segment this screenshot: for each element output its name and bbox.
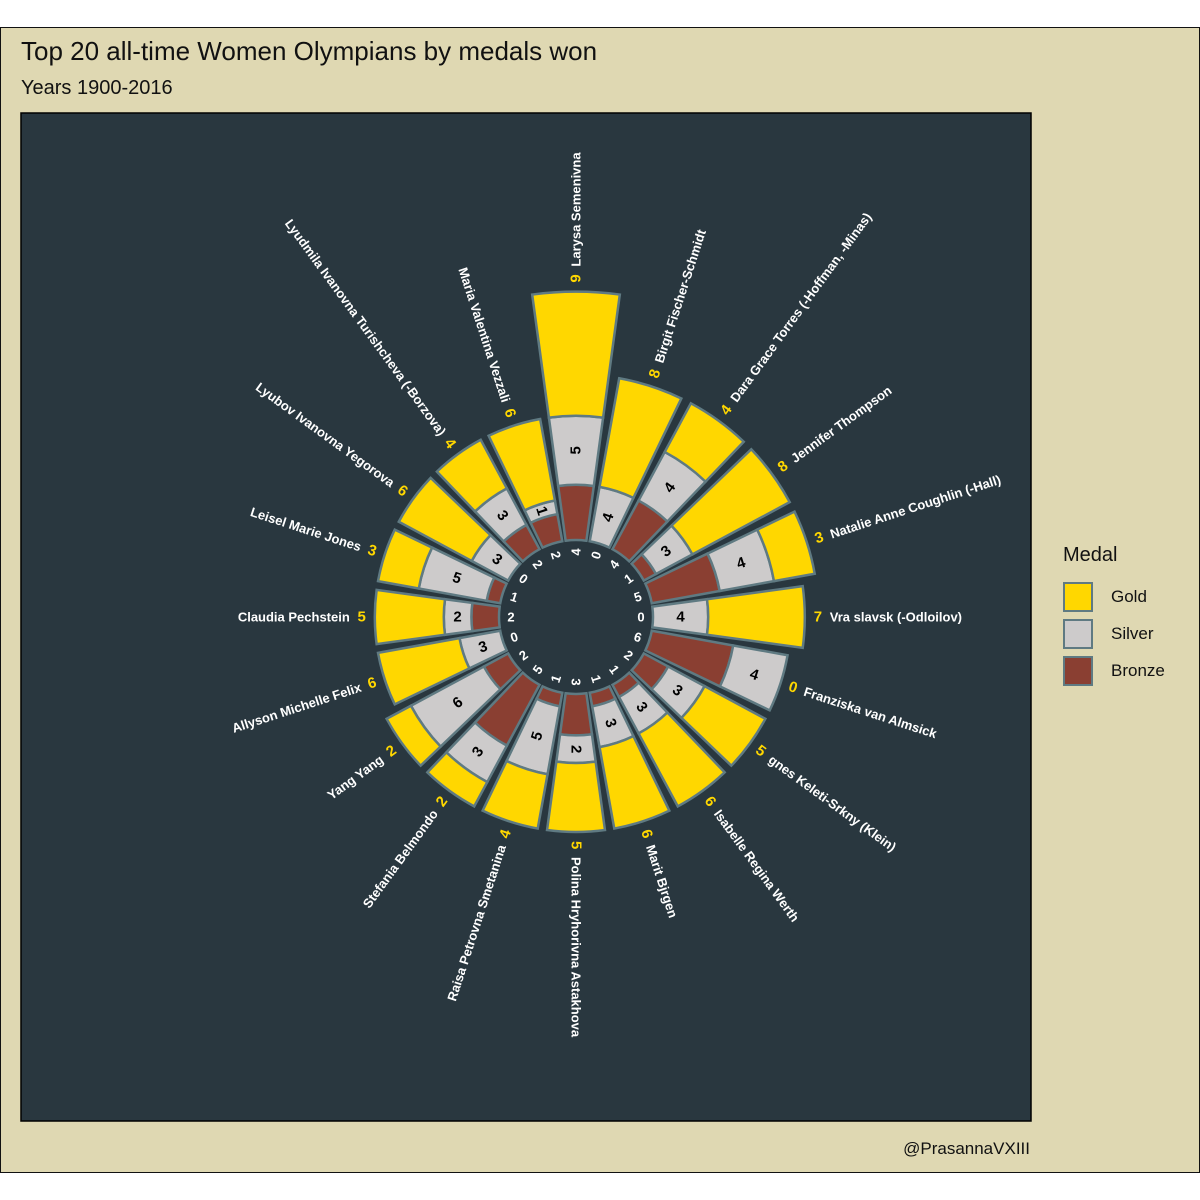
bronze-count-label: 4 [569,548,584,556]
bronze-count-label: 1 [508,589,520,606]
bar-gold-lyubov-ivanovna-yegorova [397,476,493,563]
athlete-name-label: Claudia Pechstein [238,610,350,625]
legend-swatch-gold [1063,581,1093,612]
bar-gold-polina-hryhorivna-astakhova [545,760,607,834]
bar-gold-raisa-petrovna-smetanina [480,759,549,831]
athlete-name-label: Vra slavsk (-Odloilov) [830,610,962,625]
bar-gold-yang-yang [384,704,443,768]
bar-gold-gnes-keleti-srkny-klein [679,684,768,768]
silver-count-label: 4 [676,609,685,626]
chart-subtitle: Years 1900-2016 [21,77,173,99]
athlete-name-label: Polina Hryhorivna Astakhova [569,857,584,1038]
bronze-count-label: 6 [632,629,644,646]
bar-gold-birgit-fischer-schmidt [598,376,684,500]
bronze-count-label: 3 [569,678,584,685]
bronze-count-label: 2 [507,610,514,625]
legend-label-gold: Gold [1111,586,1147,606]
legend-label-bronze: Bronze [1111,660,1165,680]
bronze-count-label: 0 [508,629,520,646]
chart-panel [20,112,1032,1122]
bar-gold-dara-grace-torres-hoffman-minas [663,401,746,484]
bar-bronze-larysa-semenivna [556,483,596,543]
legend-label-silver: Silver [1111,623,1154,643]
gold-count-label: 7 [814,609,822,626]
bar-gold-jennifer-thompson [669,447,792,557]
silver-count-label: 5 [568,446,585,454]
legend-item-gold: Gold [1063,578,1165,615]
gold-count-label: 5 [357,609,365,626]
bronze-count-label: 0 [637,610,644,625]
legend: Medal Gold Silver Bronze [1063,544,1165,689]
legend-swatch-bronze [1063,655,1093,686]
bar-gold-claudia-pechstein [373,588,447,646]
bar-gold-stefania-belmondo [425,750,489,809]
bronze-count-label: 1 [548,673,565,685]
athlete-name-label: Larysa Semenivna [569,152,584,267]
bar-gold-marit-bjrgen [598,734,672,831]
gold-count-label: 9 [568,274,585,282]
bronze-count-label: 0 [588,549,605,561]
legend-item-bronze: Bronze [1063,652,1165,689]
bar-gold-allyson-michelle-felix [376,636,472,707]
bar-gold-leisel-marie-jones [376,527,434,590]
gold-count-label: 5 [568,841,585,849]
bar-layer [373,290,817,834]
bronze-count-label: 1 [588,673,605,685]
bar-gold-vra-slavsk-odloilov [705,584,806,650]
bar-bronze-claudia-pechstein [470,601,502,633]
legend-title: Medal [1063,544,1118,566]
bronze-count-label: 5 [632,589,644,606]
legend-item-silver: Silver [1063,615,1165,652]
bar-gold-natalie-anne-coughlin-hall [755,509,817,583]
silver-count-label: 2 [568,745,585,753]
chart-title: Top 20 all-time Women Olympians by medal… [21,36,598,66]
bar-gold-isabelle-regina-werth [636,710,727,809]
bronze-count-label: 2 [548,549,565,561]
bar-silver-franziska-van-almsick [718,644,790,713]
bar-bronze-polina-hryhorivna-astakhova [558,691,594,737]
bar-gold-maria-valentina-vezzali [486,417,557,513]
caption: @PrasannaVXIII [903,1139,1030,1158]
bar-gold-lyudmila-ivanovna-turishcheva-borzova [435,438,509,514]
legend-swatch-silver [1063,618,1093,649]
silver-count-label: 2 [453,609,461,626]
bar-gold-larysa-semenivna [530,290,622,420]
